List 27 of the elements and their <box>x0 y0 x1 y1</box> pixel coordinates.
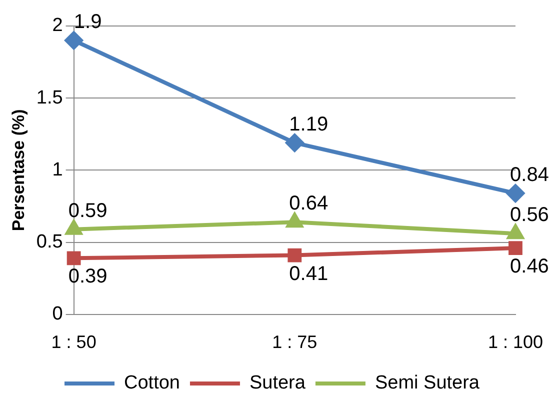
data-label: 0.39 <box>68 266 108 288</box>
point <box>288 248 302 262</box>
x-tick-label: 1 : 50 <box>51 332 96 352</box>
y-tick-label: 0.5 <box>36 232 63 253</box>
y-tick-label: 1.5 <box>36 87 63 108</box>
y-axis-title: Persentase (%) <box>8 109 28 232</box>
x-tick-label: 1 : 75 <box>272 332 318 352</box>
x-tick-label: 1 : 100 <box>488 332 543 352</box>
y-tick-label: 2 <box>52 15 63 36</box>
y-tick-label: 0 <box>52 304 63 325</box>
point <box>66 251 81 266</box>
point <box>506 184 524 202</box>
point <box>64 31 83 50</box>
data-label: 0.59 <box>68 200 108 222</box>
legend-label: Cotton <box>124 372 180 394</box>
data-label: 0.46 <box>510 256 549 278</box>
legend-label: Sutera <box>249 372 306 394</box>
data-label: 0.41 <box>289 262 328 285</box>
data-label: 1.9 <box>74 10 102 33</box>
data-label: 1.19 <box>289 113 328 136</box>
data-label: 0.56 <box>510 204 549 226</box>
y-tick-label: 1 <box>52 159 63 180</box>
point <box>508 241 522 256</box>
point <box>286 134 304 152</box>
data-label: 0.84 <box>510 164 549 186</box>
data-label: 0.64 <box>289 192 328 215</box>
legend-label: Semi Sutera <box>374 372 480 394</box>
